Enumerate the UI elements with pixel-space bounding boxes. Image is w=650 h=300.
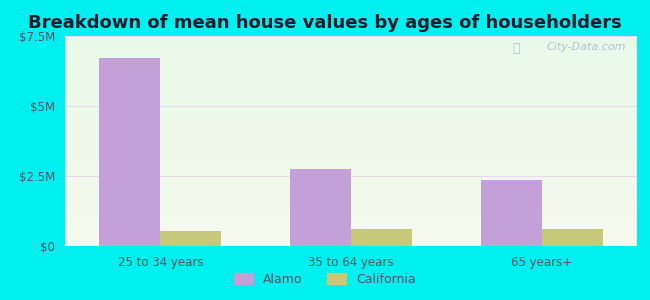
- Bar: [290, 169, 351, 246]
- Text: City-Data.com: City-Data.com: [546, 42, 625, 52]
- Bar: [541, 229, 603, 246]
- Bar: [161, 231, 222, 246]
- Bar: [99, 58, 161, 246]
- Text: Breakdown of mean house values by ages of householders: Breakdown of mean house values by ages o…: [28, 14, 622, 32]
- Legend: Alamo, California: Alamo, California: [229, 268, 421, 291]
- Bar: [351, 229, 412, 246]
- Text: ⓘ: ⓘ: [512, 42, 520, 55]
- Bar: [480, 180, 541, 246]
